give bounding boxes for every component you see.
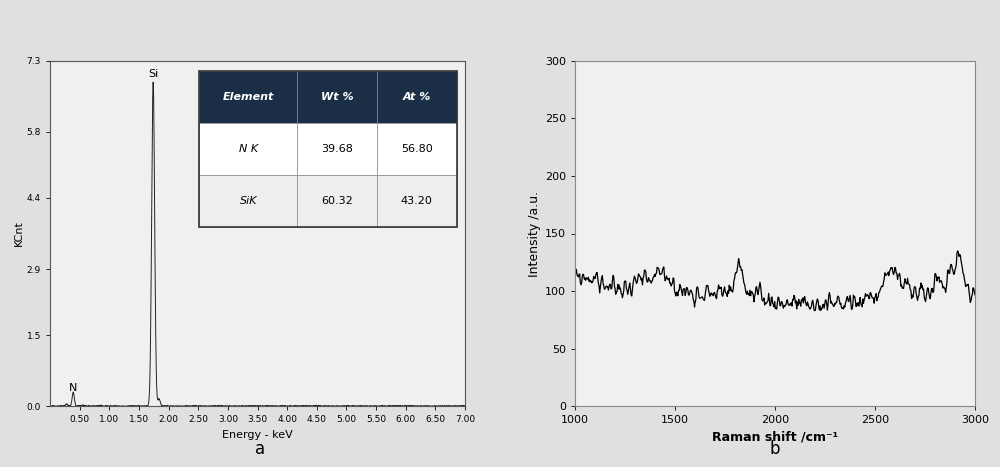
Y-axis label: KCnt: KCnt xyxy=(14,220,24,247)
X-axis label: Raman shift /cm⁻¹: Raman shift /cm⁻¹ xyxy=(712,431,838,444)
Text: N: N xyxy=(69,383,78,393)
X-axis label: Energy - keV: Energy - keV xyxy=(222,430,293,440)
Text: b: b xyxy=(770,439,780,458)
Text: Si: Si xyxy=(148,69,158,79)
Y-axis label: Intensity /a.u.: Intensity /a.u. xyxy=(528,191,541,276)
Text: a: a xyxy=(255,439,265,458)
